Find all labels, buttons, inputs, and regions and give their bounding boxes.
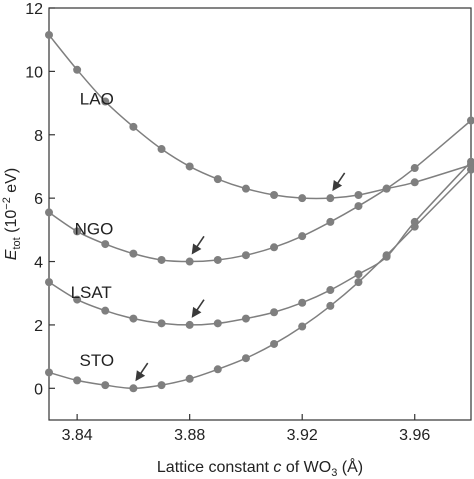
data-point-lao [326, 194, 335, 203]
data-point-lsat [326, 286, 335, 295]
y-axis-label-part-2: (10 [3, 210, 20, 238]
series-sto [45, 165, 474, 393]
data-point-ngo [129, 249, 138, 258]
data-point-lao [157, 145, 166, 154]
y-tick-label: 12 [25, 1, 43, 18]
data-point-sto [185, 374, 194, 383]
data-point-lao [101, 97, 110, 106]
data-point-sto [101, 381, 110, 390]
y-axis-label-variable: E [3, 249, 20, 260]
data-point-lsat [129, 314, 138, 323]
data-point-ngo [270, 243, 279, 252]
data-point-lsat [298, 298, 307, 307]
y-tick-label: 4 [34, 255, 43, 272]
data-point-lsat [45, 278, 53, 287]
data-point-ngo [326, 217, 335, 226]
series-label-layer: LAO NGO LSAT STO [71, 90, 115, 370]
data-point-lsat [101, 306, 110, 315]
x-axis-label-part-1: Lattice constant [157, 459, 274, 476]
y-tick-label: 0 [34, 381, 43, 398]
data-point-ngo [213, 255, 222, 264]
data-point-lsat [185, 320, 194, 329]
data-point-ngo [101, 240, 110, 249]
data-point-lsat [241, 314, 250, 323]
series-layer [45, 30, 474, 393]
series-lsat [45, 157, 474, 329]
data-point-lsat [73, 295, 82, 304]
series-label-lao: LAO [80, 90, 114, 109]
data-point-lao [241, 184, 250, 193]
data-point-lsat [270, 308, 279, 317]
series-label-ngo: NGO [75, 220, 114, 239]
minimum-arrow-lao [332, 172, 346, 192]
x-axis: 3.84 3.88 3.92 3.96 [62, 414, 430, 444]
x-axis-label-unit: (Å) [337, 457, 363, 476]
data-point-sto [241, 354, 250, 363]
data-point-lao [410, 178, 419, 187]
data-point-lao [129, 122, 138, 131]
x-axis-label-variable: c [273, 459, 281, 476]
arrow-layer [135, 172, 346, 382]
data-point-sto [129, 384, 138, 393]
data-point-sto [382, 251, 391, 260]
data-point-sto [157, 381, 166, 390]
data-point-lao [354, 190, 363, 199]
data-point-lao [298, 194, 307, 203]
data-point-ngo [45, 208, 53, 217]
data-point-sto [45, 368, 53, 377]
series-line-lsat [48, 161, 472, 326]
y-axis-label-unit: eV) [3, 168, 20, 197]
data-point-sto [298, 322, 307, 331]
series-label-sto: STO [80, 351, 115, 370]
data-point-lsat [354, 270, 363, 279]
x-tick-label: 3.96 [399, 427, 430, 444]
data-point-sto [467, 165, 474, 174]
data-point-lao [45, 30, 53, 39]
data-point-ngo [185, 257, 194, 266]
data-point-sto [213, 365, 222, 374]
series-label-lsat: LSAT [71, 283, 112, 302]
series-ngo [45, 116, 474, 266]
x-tick-label: 3.88 [174, 427, 205, 444]
data-point-ngo [157, 255, 166, 264]
y-tick-label: 8 [34, 128, 43, 145]
data-point-sto [410, 222, 419, 231]
data-point-ngo [354, 202, 363, 211]
y-tick-label: 10 [25, 64, 43, 81]
minimum-arrow-ngo [191, 235, 205, 255]
x-axis-label: Lattice constant c of WO3 (Å) [157, 457, 363, 479]
y-axis-label-subscript: tot [11, 237, 23, 249]
data-point-lao [73, 65, 82, 74]
x-axis-label-part-2: of WO [281, 459, 331, 476]
x-tick-label: 3.84 [62, 427, 93, 444]
x-axis-label-subscript: 3 [331, 467, 337, 479]
minimum-arrow-lsat [191, 299, 205, 318]
data-point-sto [354, 278, 363, 287]
data-point-lsat [157, 319, 166, 328]
data-point-ngo [241, 251, 250, 260]
data-point-ngo [73, 227, 82, 236]
data-point-ngo [467, 116, 474, 125]
data-point-ngo [382, 184, 391, 193]
y-axis-label: Etot (10−2 eV) [1, 168, 23, 260]
data-point-lsat [467, 157, 474, 166]
y-axis-label-superscript: −2 [1, 197, 13, 210]
data-point-sto [73, 376, 82, 385]
data-point-lao [213, 175, 222, 184]
data-point-sto [270, 339, 279, 348]
x-tick-label: 3.92 [287, 427, 318, 444]
minimum-arrow-sto [135, 362, 149, 382]
series-line-ngo [48, 119, 472, 263]
series-lao [45, 30, 474, 203]
y-tick-label: 6 [34, 191, 43, 208]
data-point-lao [185, 162, 194, 171]
y-axis: 0 2 4 6 8 10 12 [25, 1, 55, 398]
data-point-lsat [213, 319, 222, 328]
data-point-ngo [298, 232, 307, 241]
data-point-lao [270, 190, 279, 199]
y-tick-label: 2 [34, 318, 43, 335]
data-point-sto [326, 301, 335, 310]
data-point-ngo [410, 164, 419, 173]
